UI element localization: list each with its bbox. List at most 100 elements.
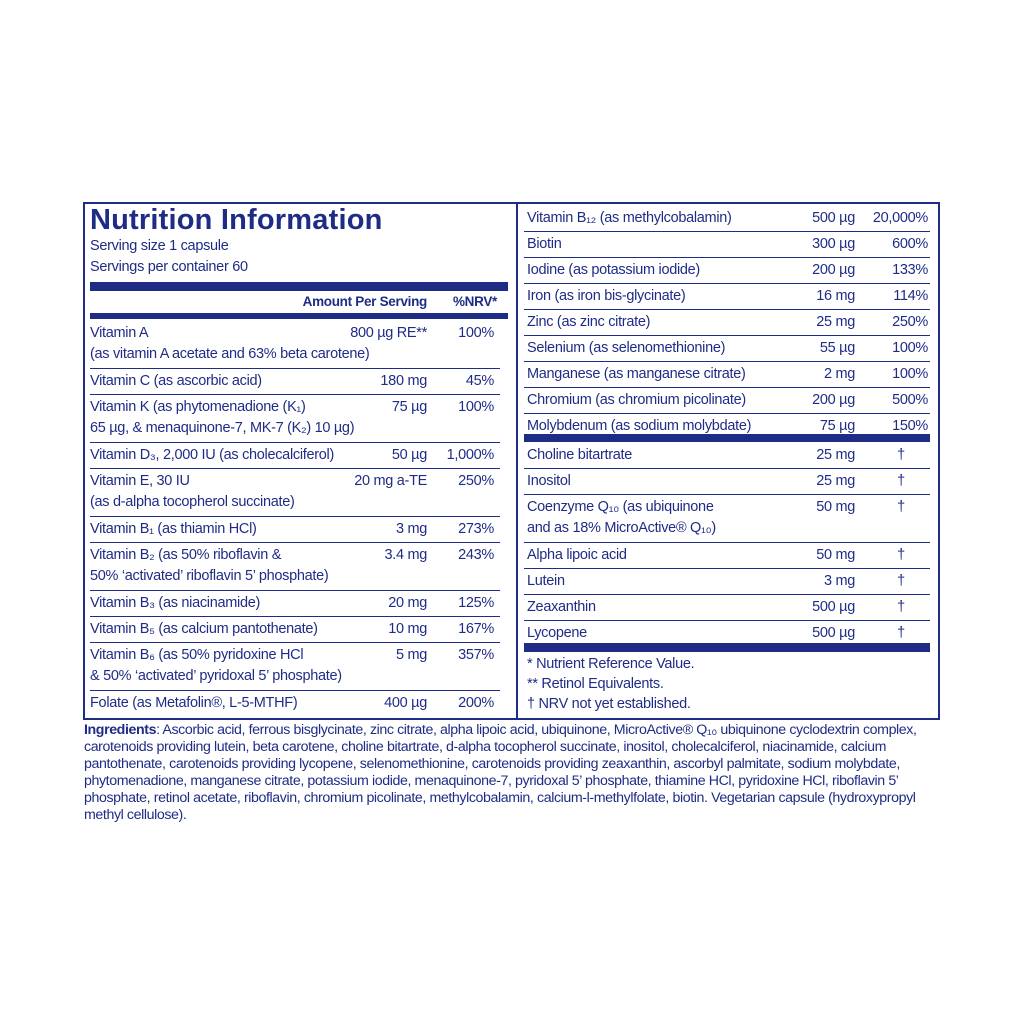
- serving-size: Serving size 1 capsule: [90, 238, 229, 254]
- row-rule: [90, 590, 500, 591]
- amount: 200 µg: [812, 262, 855, 278]
- nrv: †: [897, 447, 905, 463]
- amount: 400 µg: [384, 695, 427, 711]
- amount: 75 µg: [819, 418, 855, 434]
- row-rule: [90, 516, 500, 517]
- amount: 500 µg: [812, 210, 855, 226]
- amount: 50 mg: [816, 499, 855, 515]
- nrv: 250%: [458, 473, 494, 489]
- row-rule: [90, 642, 500, 643]
- row-rule: [524, 413, 930, 414]
- row-rule: [524, 542, 930, 543]
- nrv: †: [897, 499, 905, 515]
- nutrient-name: Lycopene: [527, 625, 587, 641]
- amount: 3 mg: [395, 521, 427, 537]
- row-rule: [524, 494, 930, 495]
- nrv: 357%: [458, 647, 494, 663]
- nutrient-name: Vitamin E, 30 IU: [90, 473, 190, 489]
- nrv: 100%: [458, 325, 494, 341]
- ingredients-text: : Ascorbic acid, ferrous bisglycinate, z…: [84, 722, 917, 823]
- row-rule: [524, 283, 930, 284]
- row-rule: [90, 468, 500, 469]
- amount: 500 µg: [812, 625, 855, 641]
- row-rule: [524, 620, 930, 621]
- nutrient-name: and as 18% MicroActive® Q₁₀): [527, 520, 716, 536]
- amount: 3 mg: [823, 573, 855, 589]
- row-rule: [524, 568, 930, 569]
- nutrient-name: Selenium (as selenomethionine): [527, 340, 726, 356]
- nutrient-name: Coenzyme Q₁₀ (as ubiquinone: [527, 499, 714, 515]
- nutrient-name: Zeaxanthin: [527, 599, 596, 615]
- nrv: 500%: [892, 392, 928, 408]
- nrv: 200%: [458, 695, 494, 711]
- amount: 25 mg: [816, 447, 855, 463]
- nrv: †: [897, 547, 905, 563]
- nutrient-name: Molybdenum (as sodium molybdate): [527, 418, 752, 434]
- row-rule: [90, 368, 500, 369]
- nrv: 100%: [458, 399, 494, 415]
- nutrient-name: Inositol: [527, 473, 571, 489]
- nrv: †: [897, 599, 905, 615]
- nutrient-name: Folate (as Metafolin®, L-5-MTHF): [90, 695, 298, 711]
- nutrient-name: Iron (as iron bis-glycinate): [527, 288, 686, 304]
- nrv: 600%: [892, 236, 928, 252]
- nutrient-name: & 50% ‘activated’ pyridoxal 5’ phosphate…: [90, 668, 342, 684]
- nutrient-name: (as vitamin A acetate and 63% beta carot…: [90, 346, 370, 362]
- amount: 50 µg: [391, 447, 427, 463]
- thick-rule: [90, 313, 508, 319]
- nrv: 20,000%: [872, 210, 928, 226]
- nrv: 45%: [465, 373, 494, 389]
- nutrient-name: 50% ‘activated’ riboflavin 5’ phosphate): [90, 568, 329, 584]
- servings-per-container: Servings per container 60: [90, 259, 248, 275]
- nrv: 1,000%: [446, 447, 495, 463]
- nrv: 150%: [892, 418, 928, 434]
- nrv: 167%: [458, 621, 494, 637]
- nrv: 114%: [893, 288, 928, 304]
- nutrient-name: Vitamin A: [90, 325, 149, 341]
- row-rule: [90, 690, 500, 691]
- nutrient-name: Manganese (as manganese citrate): [527, 366, 746, 382]
- row-rule: [524, 468, 930, 469]
- amount: 180 mg: [380, 373, 427, 389]
- row-rule: [524, 387, 930, 388]
- row-rule: [524, 594, 930, 595]
- nutrient-name: Zinc (as zinc citrate): [527, 314, 651, 330]
- amount: 20 mg: [388, 595, 427, 611]
- footnote: ** Retinol Equivalents.: [527, 676, 664, 692]
- row-rule: [524, 257, 930, 258]
- footnote: * Nutrient Reference Value.: [527, 656, 695, 672]
- column-header: %NRV*: [452, 294, 497, 309]
- amount: 500 µg: [812, 599, 855, 615]
- row-rule: [524, 309, 930, 310]
- nutrient-name: Vitamin B₂ (as 50% riboflavin &: [90, 547, 282, 563]
- row-rule: [90, 616, 500, 617]
- thick-rule: [90, 282, 508, 291]
- thick-rule: [524, 434, 930, 442]
- ingredients-label: Ingredients: [84, 722, 157, 738]
- amount: 75 µg: [391, 399, 427, 415]
- nutrient-name: Alpha lipoic acid: [527, 547, 627, 563]
- amount: 20 mg a-TE: [354, 473, 427, 489]
- nutrient-name: Chromium (as chromium picolinate): [527, 392, 746, 408]
- title: Nutrition Information: [90, 204, 383, 236]
- amount: 25 mg: [816, 473, 855, 489]
- row-rule: [524, 231, 930, 232]
- amount: 3.4 mg: [384, 547, 427, 563]
- nutrient-name: Vitamin D₃, 2,000 IU (as cholecalciferol…: [90, 447, 334, 463]
- amount: 10 mg: [388, 621, 427, 637]
- amount: 200 µg: [812, 392, 855, 408]
- nutrient-name: Iodine (as potassium iodide): [527, 262, 700, 278]
- ingredients: Ingredients: Ascorbic acid, ferrous bisg…: [84, 722, 934, 824]
- nutrient-name: Choline bitartrate: [527, 447, 633, 463]
- row-rule: [90, 442, 500, 443]
- nutrient-name: Vitamin C (as ascorbic acid): [90, 373, 262, 389]
- amount: 2 mg: [823, 366, 855, 382]
- nutrient-name: Vitamin B₆ (as 50% pyridoxine HCl: [90, 647, 304, 663]
- amount: 25 mg: [816, 314, 855, 330]
- nutrient-name: Biotin: [527, 236, 562, 252]
- row-rule: [90, 394, 500, 395]
- amount: 300 µg: [812, 236, 855, 252]
- nrv: 273%: [458, 521, 494, 537]
- nrv: 243%: [458, 547, 494, 563]
